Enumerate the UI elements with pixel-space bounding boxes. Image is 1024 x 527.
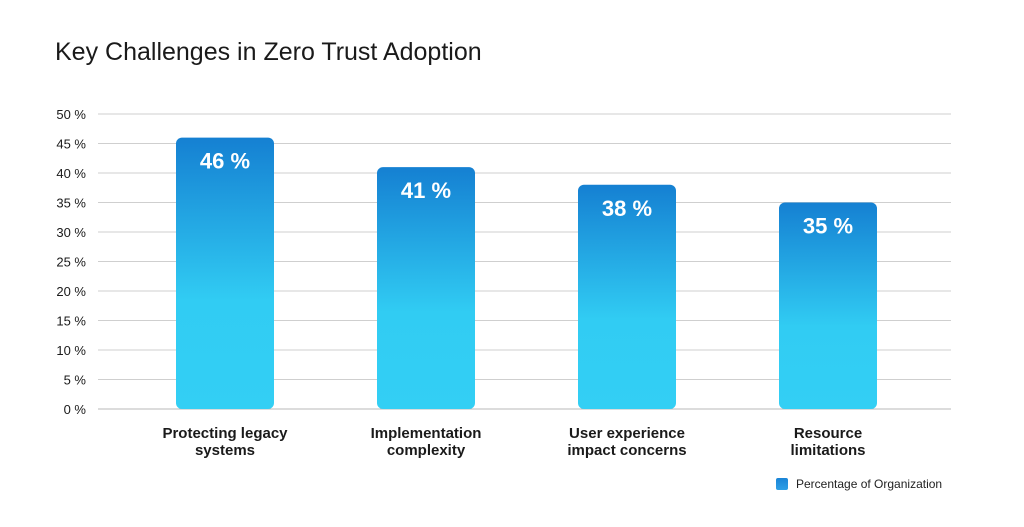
y-tick-label: 0 % (64, 402, 87, 417)
bar-value-label: 46 % (200, 149, 250, 174)
bar (176, 137, 274, 409)
legend-swatch (776, 478, 788, 490)
x-tick-label: User experience (569, 425, 685, 442)
y-tick-label: 50 % (56, 107, 86, 122)
x-tick-label: limitations (790, 442, 865, 459)
y-tick-label: 30 % (56, 225, 86, 240)
bar (377, 167, 475, 409)
bar-value-label: 35 % (803, 214, 853, 239)
x-tick-label: impact concerns (567, 442, 686, 459)
chart-legend: Percentage of Organization (776, 477, 942, 491)
y-tick-label: 5 % (64, 373, 87, 388)
x-tick-label: complexity (387, 442, 466, 459)
bar-value-label: 38 % (602, 196, 652, 221)
x-tick-label: Protecting legacy (162, 425, 288, 442)
y-tick-label: 10 % (56, 343, 86, 358)
chart-title: Key Challenges in Zero Trust Adoption (55, 38, 482, 66)
x-tick-label: Implementation (371, 425, 482, 442)
y-tick-label: 35 % (56, 196, 86, 211)
bar (578, 184, 676, 409)
legend-label: Percentage of Organization (796, 477, 943, 491)
bar (779, 202, 877, 409)
y-tick-label: 40 % (56, 166, 86, 181)
y-tick-label: 15 % (56, 314, 86, 329)
y-tick-label: 45 % (56, 137, 86, 152)
bar-value-label: 41 % (401, 178, 451, 203)
y-tick-label: 25 % (56, 255, 86, 270)
x-tick-label: Resource (794, 425, 862, 442)
x-tick-label: systems (195, 442, 255, 459)
y-tick-label: 20 % (56, 284, 86, 299)
